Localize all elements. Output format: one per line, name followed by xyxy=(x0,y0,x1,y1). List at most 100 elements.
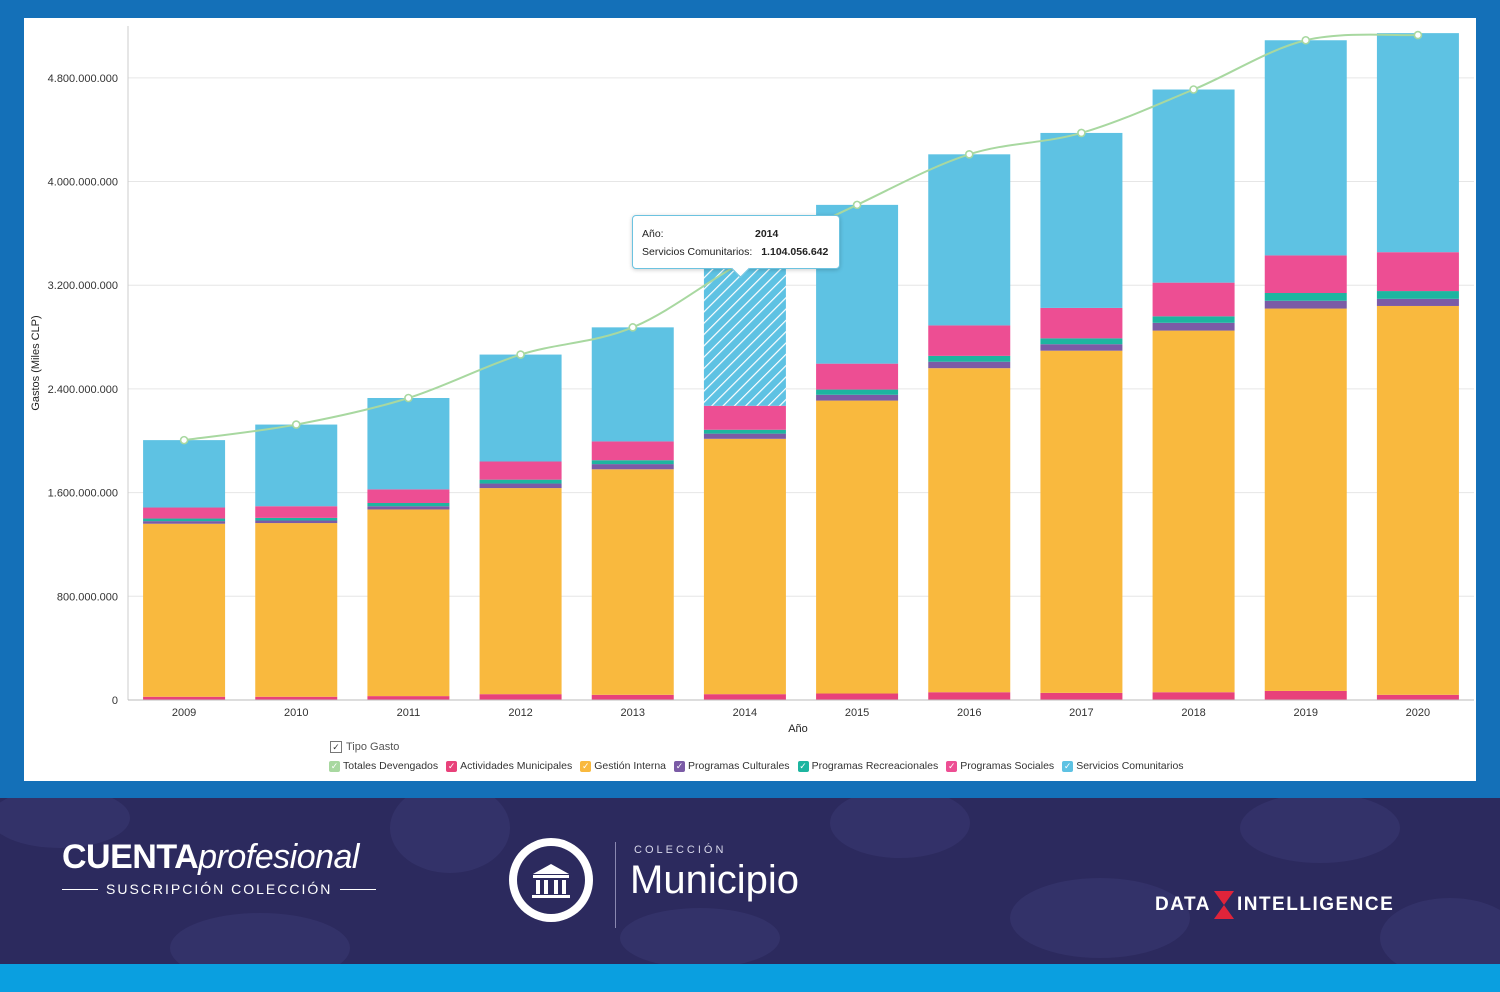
bar-segment[interactable] xyxy=(591,460,674,465)
line-point[interactable] xyxy=(1301,35,1311,45)
bar-segment[interactable] xyxy=(143,440,226,508)
line-point[interactable] xyxy=(852,200,862,210)
bar-segment[interactable] xyxy=(479,488,562,695)
checkbox-icon[interactable]: ✓ xyxy=(330,741,342,753)
bar-segment[interactable] xyxy=(367,397,450,490)
y-tick-label: 800.000.000 xyxy=(57,591,118,603)
bar-segment[interactable] xyxy=(1040,692,1123,700)
bar-segment[interactable] xyxy=(255,424,338,507)
bar-segment[interactable] xyxy=(816,400,899,694)
bar-segment[interactable] xyxy=(703,429,786,434)
line-point[interactable] xyxy=(1077,128,1086,138)
bar-segment[interactable] xyxy=(1152,692,1235,700)
line-point[interactable] xyxy=(516,350,525,359)
legend: ✓ Totales Devengados ✓ Actividades Municipa… xyxy=(329,760,1184,772)
bar-segment[interactable] xyxy=(1264,293,1347,301)
bar-segment[interactable] xyxy=(1376,252,1459,292)
line-point[interactable] xyxy=(179,435,189,445)
bar-segment[interactable] xyxy=(928,154,1011,326)
bar-segment[interactable] xyxy=(143,521,226,524)
bar-segment[interactable] xyxy=(1376,298,1459,306)
bar-segment[interactable] xyxy=(1264,40,1347,256)
legend-title[interactable]: ✓ Tipo Gasto xyxy=(330,741,399,753)
bar-segment[interactable] xyxy=(928,361,1011,369)
bar-segment[interactable] xyxy=(1152,282,1235,317)
bar-segment[interactable] xyxy=(591,327,674,442)
bar-segment[interactable] xyxy=(928,368,1011,693)
legend-item[interactable]: ✓ Gestión Interna xyxy=(580,760,666,772)
bar-segment[interactable] xyxy=(1040,344,1123,351)
bar-segment[interactable] xyxy=(591,441,674,461)
bar-segment[interactable] xyxy=(255,517,338,521)
line-point[interactable] xyxy=(404,393,413,403)
bar-segment[interactable] xyxy=(816,389,899,395)
bar-segment[interactable] xyxy=(367,506,450,510)
bar-segment[interactable] xyxy=(1264,308,1347,691)
bar-segment[interactable] xyxy=(479,483,562,489)
line-point[interactable] xyxy=(628,323,638,332)
bar-segment[interactable] xyxy=(1264,255,1347,294)
bar-segment[interactable] xyxy=(1376,305,1459,695)
bar-segment[interactable] xyxy=(479,479,562,484)
bar-segment[interactable] xyxy=(703,262,786,406)
bar-segment[interactable] xyxy=(1376,291,1459,299)
legend-check-icon[interactable]: ✓ xyxy=(946,760,958,772)
line-point[interactable] xyxy=(291,420,301,429)
legend-item[interactable]: ✓ Servicios Comunitarios xyxy=(1062,760,1184,772)
bar-segment[interactable] xyxy=(703,405,786,430)
line-point[interactable] xyxy=(1189,85,1198,94)
bar-segment[interactable] xyxy=(1152,316,1235,323)
bar-segment[interactable] xyxy=(1152,330,1235,693)
bar-segment[interactable] xyxy=(367,696,450,700)
legend-check-icon[interactable]: ✓ xyxy=(674,760,686,772)
legend-item[interactable]: ✓ Programas Culturales xyxy=(674,760,790,772)
bar-segment[interactable] xyxy=(143,507,226,519)
line-point[interactable] xyxy=(1413,30,1423,40)
legend-check-icon[interactable]: ✓ xyxy=(580,760,592,772)
bar-segment[interactable] xyxy=(1152,89,1235,283)
bar-segment[interactable] xyxy=(255,520,338,524)
legend-item[interactable]: ✓ Actividades Municipales xyxy=(446,760,572,772)
bar-segment[interactable] xyxy=(367,502,450,507)
bar-segment[interactable] xyxy=(1040,350,1123,693)
legend-item[interactable]: ✓ Programas Recreacionales xyxy=(797,760,938,772)
bar-segment[interactable] xyxy=(1264,300,1347,309)
bar-segment[interactable] xyxy=(928,325,1011,356)
legend-check-icon[interactable]: ✓ xyxy=(329,760,340,772)
bar-segment[interactable] xyxy=(367,509,450,697)
bar-segment[interactable] xyxy=(1040,338,1123,345)
bar-segment[interactable] xyxy=(1040,307,1123,339)
bar-segment[interactable] xyxy=(479,694,562,700)
legend-check-icon[interactable]: ✓ xyxy=(1062,760,1074,772)
bar-segment[interactable] xyxy=(1152,322,1235,331)
bar-segment[interactable] xyxy=(591,694,674,700)
bar-segment[interactable] xyxy=(816,394,899,401)
bar-segment[interactable] xyxy=(1040,132,1123,308)
bar-segment[interactable] xyxy=(255,696,338,700)
bar-segment[interactable] xyxy=(703,433,786,439)
bar-segment[interactable] xyxy=(255,506,338,518)
bar-segment[interactable] xyxy=(591,464,674,470)
bar-segment[interactable] xyxy=(1264,690,1347,700)
bar-segment[interactable] xyxy=(928,692,1011,700)
bar-segment[interactable] xyxy=(479,354,562,462)
legend-check-icon[interactable]: ✓ xyxy=(446,760,458,772)
bar-segment[interactable] xyxy=(143,523,226,697)
bar-segment[interactable] xyxy=(816,363,899,390)
bar-segment[interactable] xyxy=(1376,694,1459,700)
bar-segment[interactable] xyxy=(255,523,338,697)
bar-segment[interactable] xyxy=(816,693,899,700)
legend-item[interactable]: ✓ Totales Devengados xyxy=(329,760,438,772)
bar-segment[interactable] xyxy=(1376,33,1459,253)
legend-item[interactable]: ✓ Programas Sociales xyxy=(946,760,1054,772)
legend-check-icon[interactable]: ✓ xyxy=(797,760,809,772)
bar-segment[interactable] xyxy=(367,489,450,503)
line-point[interactable] xyxy=(964,150,974,159)
bar-segment[interactable] xyxy=(703,694,786,700)
bar-segment[interactable] xyxy=(479,461,562,480)
bar-segment[interactable] xyxy=(143,696,226,700)
bar-segment[interactable] xyxy=(591,469,674,695)
bar-segment[interactable] xyxy=(143,518,226,522)
bar-segment[interactable] xyxy=(703,438,786,695)
bar-segment[interactable] xyxy=(928,355,1011,362)
